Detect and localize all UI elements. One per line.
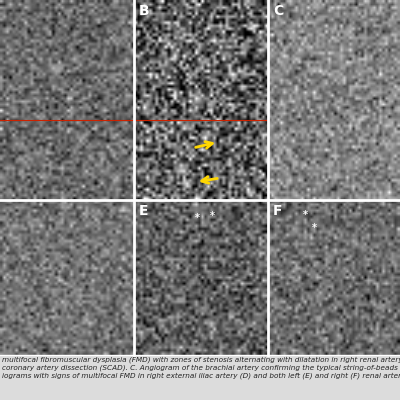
Text: B: B xyxy=(139,4,150,18)
Text: *: * xyxy=(210,211,214,221)
Text: *: * xyxy=(302,210,308,220)
Text: F: F xyxy=(273,204,282,218)
Bar xyxy=(0,355,400,400)
Text: E: E xyxy=(139,204,148,218)
Text: multifocal fibromuscular dysplasia (FMD) with zones of stenosis alternating with: multifocal fibromuscular dysplasia (FMD)… xyxy=(2,356,400,380)
Text: C: C xyxy=(273,4,283,18)
Text: *: * xyxy=(312,223,316,233)
Text: *: * xyxy=(194,213,200,223)
